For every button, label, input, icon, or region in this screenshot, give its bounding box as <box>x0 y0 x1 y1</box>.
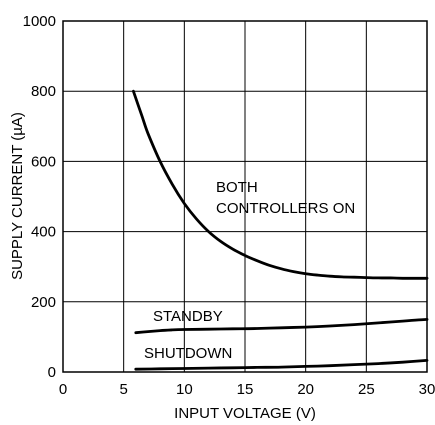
series-line-shutdown <box>134 359 429 371</box>
y-tick-label: 1000 <box>23 13 56 30</box>
plot-frame <box>62 20 428 373</box>
y-tick-label: 800 <box>31 83 56 100</box>
x-tick-label: 25 <box>358 381 375 398</box>
label-both-controllers-on-line1: BOTH <box>216 179 258 196</box>
y-tick-label: 600 <box>31 153 56 170</box>
tick-labels: 0 5 10 15 20 25 30 0 200 400 600 800 1000 <box>23 13 435 398</box>
label-both-controllers-on-line2: CONTROLLERS ON <box>216 200 355 217</box>
y-tick-label: 0 <box>48 364 56 381</box>
label-standby: STANDBY <box>153 308 223 325</box>
x-tick-label: 15 <box>237 381 254 398</box>
y-tick-label: 400 <box>31 224 56 241</box>
y-tick-label: 200 <box>31 294 56 311</box>
series-line-standby <box>134 318 429 335</box>
x-tick-label: 20 <box>297 381 314 398</box>
x-tick-label: 5 <box>119 381 127 398</box>
series-layer <box>132 89 429 371</box>
x-tick-label: 0 <box>59 381 67 398</box>
x-tick-label: 30 <box>419 381 435 398</box>
y-axis-title: SUPPLY CURRENT (µA) <box>9 112 26 280</box>
series-line-both-controllers-on <box>132 89 429 280</box>
x-axis-title: INPUT VOLTAGE (V) <box>174 405 316 422</box>
x-tick-label: 10 <box>176 381 193 398</box>
grid-lines <box>63 21 427 372</box>
label-shutdown: SHUTDOWN <box>144 345 232 362</box>
